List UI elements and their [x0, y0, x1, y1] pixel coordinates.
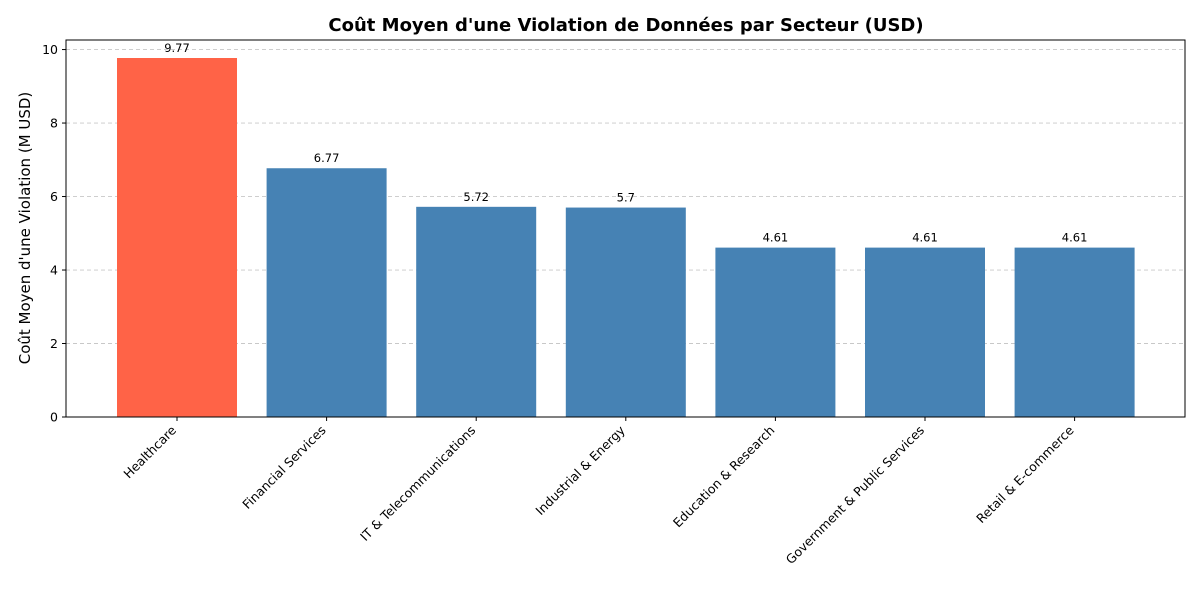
bar — [117, 58, 237, 417]
x-tick-label: Education & Research — [670, 423, 778, 531]
bars — [117, 58, 1135, 417]
y-tick-label: 0 — [50, 410, 58, 425]
plot-frame — [65, 39, 1186, 418]
bar — [865, 247, 985, 417]
x-tick-label: Financial Services — [239, 423, 328, 512]
y-tick-label: 10 — [42, 42, 58, 57]
x-tick-label: Government & Public Services — [783, 423, 927, 567]
x-tick-label: IT & Telecommunications — [357, 423, 478, 544]
bar — [1014, 247, 1135, 417]
bar — [565, 207, 686, 417]
bar-value-label: 4.61 — [1062, 231, 1088, 245]
bar-value-label: 4.61 — [912, 231, 938, 245]
bar — [416, 206, 537, 417]
bar-value-label: 5.72 — [463, 190, 489, 204]
y-tick-label: 6 — [50, 189, 58, 204]
bar-value-label: 4.61 — [763, 231, 789, 245]
bar — [266, 168, 387, 417]
y-axis-label: Coût Moyen d'une Violation (M USD) — [16, 92, 34, 365]
bar — [715, 247, 836, 417]
bar-value-label: 6.77 — [314, 151, 340, 165]
y-tick-label: 2 — [50, 336, 58, 351]
y-tick-label: 8 — [50, 116, 58, 131]
bar-value-label: 9.77 — [164, 41, 190, 55]
data-labels: 9.77 6.77 5.72 5.7 4.61 4.61 4.61 — [164, 41, 1087, 245]
x-tick-label: Industrial & Energy — [532, 422, 628, 518]
x-tick-label: Retail & E-commerce — [973, 422, 1077, 526]
chart-title: Coût Moyen d'une Violation de Données pa… — [328, 15, 923, 36]
y-tick-label: 4 — [50, 263, 58, 278]
x-tick-label: Healthcare — [120, 422, 179, 481]
bar-value-label: 5.7 — [617, 191, 635, 205]
